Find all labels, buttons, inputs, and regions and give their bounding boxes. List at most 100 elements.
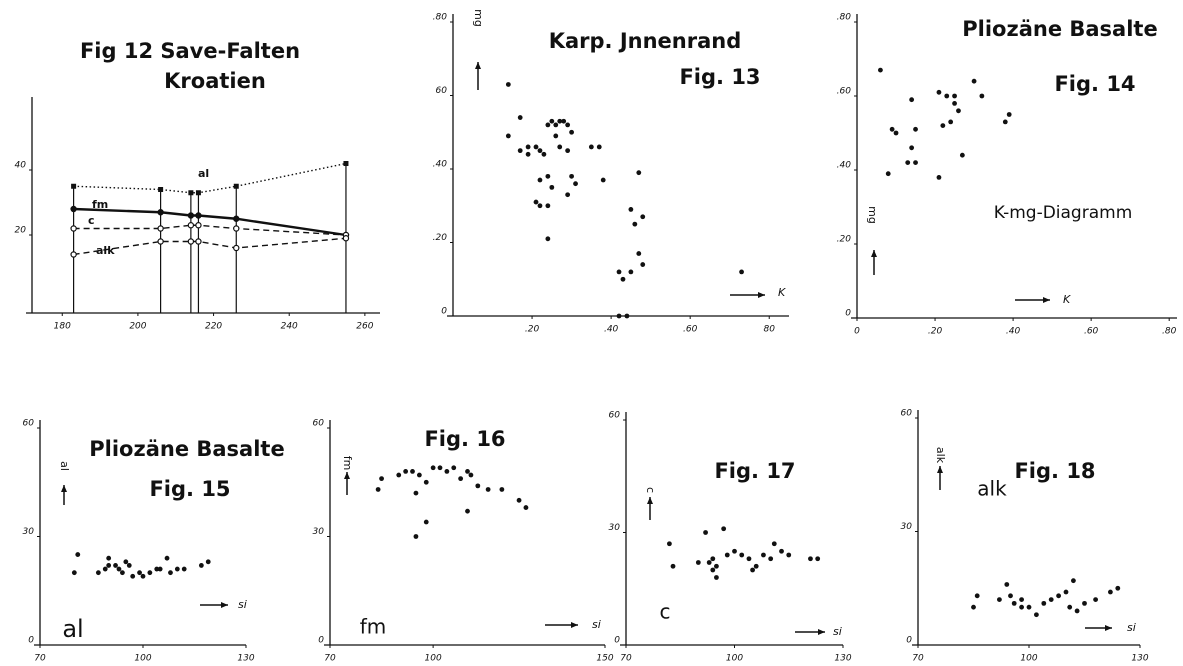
y-axis-label: fm — [341, 456, 354, 471]
point — [889, 126, 895, 132]
chart-subtitle: Fig. 15 — [149, 477, 230, 501]
y-tick-label: 0 — [28, 636, 34, 646]
x-tick-label: 130 — [237, 654, 254, 664]
x-tick-label: 0 — [854, 327, 860, 337]
point — [952, 101, 957, 106]
point — [997, 597, 1002, 602]
point — [375, 487, 381, 492]
point — [1008, 593, 1013, 599]
x-tick-label: 180 — [54, 322, 71, 332]
point — [106, 563, 112, 568]
point — [561, 118, 567, 124]
point — [956, 108, 961, 114]
point — [205, 559, 211, 565]
series-line — [73, 237, 347, 256]
y-tick-label: .60 — [837, 87, 852, 97]
point — [753, 563, 759, 569]
point — [596, 144, 602, 150]
point — [533, 144, 539, 150]
point — [959, 152, 965, 158]
x-tick-label: 70 — [324, 654, 336, 664]
marker — [70, 205, 77, 213]
series-label: al — [198, 167, 209, 180]
chart-subtitle: Kroatien — [164, 69, 266, 93]
point — [768, 556, 774, 562]
point — [628, 207, 634, 212]
chart-subtitle: Fig. 14 — [1054, 72, 1135, 96]
y-tick-label: 60 — [313, 419, 325, 429]
marker — [233, 183, 239, 189]
point — [120, 570, 125, 576]
marker — [188, 190, 194, 196]
marker — [342, 235, 350, 242]
x-tick-label: 130 — [834, 654, 851, 664]
marker — [157, 238, 164, 245]
marker — [158, 187, 164, 192]
point — [1067, 604, 1073, 610]
marker — [233, 244, 240, 252]
marker — [70, 225, 77, 232]
y-tick-label: 30 — [609, 523, 621, 533]
point — [1004, 582, 1010, 587]
point — [545, 203, 551, 209]
point — [157, 566, 163, 572]
point — [147, 570, 153, 576]
marker — [233, 215, 240, 222]
point — [695, 560, 701, 565]
point — [1019, 597, 1024, 602]
y-tick-label: 0 — [318, 636, 324, 646]
point — [940, 123, 946, 128]
point — [126, 563, 132, 568]
point — [413, 534, 419, 539]
point — [525, 144, 531, 150]
point — [706, 560, 712, 565]
point — [140, 573, 146, 579]
y-tick-label: 60 — [901, 409, 913, 419]
arrow-head — [1105, 625, 1112, 631]
point — [1002, 119, 1008, 125]
point — [640, 262, 646, 267]
point — [732, 548, 737, 554]
point — [557, 144, 563, 150]
point — [909, 97, 915, 103]
x-tick-label: .60 — [1084, 327, 1099, 337]
point — [465, 469, 470, 474]
point — [137, 570, 142, 576]
series-label: c — [88, 214, 95, 227]
point — [628, 269, 634, 275]
point — [815, 556, 821, 562]
marker — [343, 161, 349, 166]
point — [505, 82, 511, 87]
point — [616, 269, 622, 275]
point — [905, 160, 911, 166]
point — [1034, 612, 1039, 618]
point — [636, 170, 642, 176]
point — [430, 465, 436, 471]
point — [761, 552, 766, 558]
point — [588, 144, 594, 150]
y-tick-label: 30 — [23, 527, 35, 537]
point — [670, 563, 676, 569]
point — [168, 570, 173, 576]
x-tick-label: 100 — [726, 654, 743, 664]
annotation: c — [660, 600, 671, 624]
point — [936, 89, 942, 95]
x-tick-label: .40 — [1006, 327, 1021, 337]
arrow-head — [475, 62, 481, 69]
point — [181, 566, 187, 572]
point — [974, 593, 980, 599]
point — [396, 472, 402, 478]
point — [913, 126, 918, 132]
point — [174, 566, 180, 572]
point — [458, 476, 464, 482]
point — [944, 93, 950, 99]
point — [667, 541, 672, 547]
point — [632, 221, 638, 227]
point — [565, 148, 571, 154]
chart-title: Fig. 16 — [424, 427, 505, 451]
x-tick-label: 100 — [425, 654, 442, 664]
x-tick-label: .60 — [683, 325, 698, 335]
point — [1063, 589, 1069, 595]
point — [154, 566, 160, 572]
